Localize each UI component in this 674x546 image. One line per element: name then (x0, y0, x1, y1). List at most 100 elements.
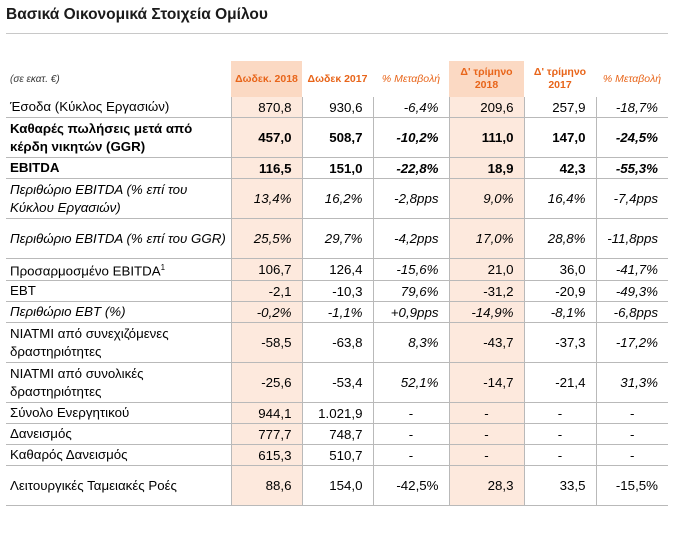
cell-value: - (372, 444, 449, 467)
cell-value: -11,8pps (595, 218, 668, 259)
cell-value: - (523, 444, 596, 467)
cell-value: 154,0 (301, 465, 373, 507)
cell-value: -24,5% (595, 117, 668, 158)
cell-value: 52,1% (372, 362, 449, 404)
cell-value: 31,3% (595, 362, 668, 404)
cell-value: 8,3% (372, 322, 449, 364)
cell-value: -14,9% (448, 301, 524, 324)
table-row: Προσαρμοσμένο EBITDA1 106,7 126,4 -15,6%… (6, 258, 668, 282)
cell-value: -31,2 (448, 280, 524, 303)
cell-value: -55,3% (595, 157, 668, 179)
cell-value: 930,6 (301, 97, 373, 118)
cell-value: -10,3 (301, 280, 373, 303)
table-row: ΝΙΑΤΜΙ από συνεχιζόμενες δραστηριότητες … (6, 322, 668, 364)
cell-value: -8,1% (523, 301, 596, 324)
cell-value: 147,0 (523, 117, 596, 158)
cell-value: 510,7 (301, 444, 373, 467)
cell-value: 777,7 (230, 423, 302, 446)
cell-value: 25,5% (230, 218, 302, 259)
row-label: Περιθώριο EBT (%) (6, 301, 231, 324)
cell-value: -10,2% (372, 117, 449, 158)
cell-value: 16,4% (523, 178, 596, 219)
cell-value: 615,3 (230, 444, 302, 467)
cell-value: 21,0 (448, 258, 524, 282)
row-label: ΝΙΑΤΜΙ από συνεχιζόμενες δραστηριότητες (6, 322, 231, 364)
cell-value: +0,9pps (372, 301, 449, 324)
cell-value: -49,3% (595, 280, 668, 303)
cell-value: -1,1% (301, 301, 373, 324)
row-label: Λειτουργικές Ταμειακές Ροές (6, 465, 231, 507)
table-row: Σύνολο Ενεργητικού 944,1 1.021,9 - - - - (6, 402, 668, 425)
row-label: Καθαρές πωλήσεις μετά από κέρδη νικητών … (6, 117, 231, 158)
financial-table: (σε εκατ. €) Δωδεκ. 2018 Δωδεκ 2017 % Με… (6, 61, 668, 507)
cell-value: -20,9 (523, 280, 596, 303)
cell-value: -43,7 (448, 322, 524, 364)
cell-value: -2,8pps (372, 178, 449, 219)
cell-value: 457,0 (230, 117, 302, 158)
cell-value: 257,9 (523, 97, 596, 118)
col-header-q4-2018: Δ' τρίμηνο 2018 (449, 61, 524, 97)
table-row: Περιθώριο EBITDA (% επί του Κύκλου Εργασ… (6, 178, 668, 219)
col-header-change-fy: % Μεταβολή (381, 72, 441, 85)
cell-value: -2,1 (230, 280, 302, 303)
cell-value: - (595, 444, 668, 467)
table-row: Περιθώριο EBITDA (% επί του GGR) 25,5% 2… (6, 218, 668, 259)
cell-value: 9,0% (448, 178, 524, 219)
cell-value: 16,2% (301, 178, 373, 219)
cell-value: 13,4% (230, 178, 302, 219)
table-row: Περιθώριο EBT (%) -0,2% -1,1% +0,9pps -1… (6, 301, 668, 324)
cell-value: -14,7 (448, 362, 524, 404)
footnote-marker: 1 (160, 263, 166, 272)
cell-value: -4,2pps (372, 218, 449, 259)
cell-value: 18,9 (448, 157, 524, 179)
cell-value: 151,0 (301, 157, 373, 179)
cell-value: 42,3 (523, 157, 596, 179)
cell-value: 116,5 (230, 157, 302, 179)
row-label: ΝΙΑΤΜΙ από συνολικές δραστηριότητες (6, 362, 231, 404)
cell-value: - (595, 402, 668, 425)
cell-value: -41,7% (595, 258, 668, 282)
cell-value: 209,6 (448, 97, 524, 118)
cell-value: -15,6% (372, 258, 449, 282)
cell-value: 36,0 (523, 258, 596, 282)
cell-value: -0,2% (230, 301, 302, 324)
cell-value: 88,6 (230, 465, 302, 507)
row-label-text: Προσαρμοσμένο EBITDA (10, 263, 161, 279)
table-row: ΝΙΑΤΜΙ από συνολικές δραστηριότητες -25,… (6, 362, 668, 404)
table-row: Δανεισμός 777,7 748,7 - - - - (6, 423, 668, 446)
row-label: Δανεισμός (6, 423, 231, 446)
cell-value: -15,5% (595, 465, 668, 507)
row-label: Περιθώριο EBITDA (% επί του GGR) (6, 218, 231, 259)
row-label: Σύνολο Ενεργητικού (6, 402, 231, 425)
cell-value: 748,7 (301, 423, 373, 446)
cell-value: -6,8pps (595, 301, 668, 324)
cell-value: - (523, 402, 596, 425)
cell-value: 870,8 (230, 97, 302, 118)
row-label: Καθαρός Δανεισμός (6, 444, 231, 467)
cell-value: 28,3 (448, 465, 524, 507)
cell-value: 508,7 (301, 117, 373, 158)
row-label: EBT (6, 280, 231, 303)
table-row: Καθαρός Δανεισμός 615,3 510,7 - - - - (6, 444, 668, 467)
cell-value: 29,7% (301, 218, 373, 259)
page-title: Βασικά Οικονομικά Στοιχεία Ομίλου (6, 6, 268, 23)
cell-value: 33,5 (523, 465, 596, 507)
cell-value: -37,3 (523, 322, 596, 364)
table-row: EBITDA 116,5 151,0 -22,8% 18,9 42,3 -55,… (6, 157, 668, 179)
title-divider (6, 33, 668, 34)
header-row: (σε εκατ. €) Δωδεκ. 2018 Δωδεκ 2017 % Με… (6, 61, 668, 97)
cell-value: - (372, 402, 449, 425)
cell-value: 944,1 (230, 402, 302, 425)
cell-value: 1.021,9 (301, 402, 373, 425)
col-header-change-q4: % Μεταβολή (602, 72, 662, 85)
cell-value: 111,0 (448, 117, 524, 158)
cell-value: -53,4 (301, 362, 373, 404)
col-header-fy2017: Δωδεκ 2017 (307, 72, 368, 85)
cell-value: -17,2% (595, 322, 668, 364)
cell-value: -42,5% (372, 465, 449, 507)
table-row: Λειτουργικές Ταμειακές Ροές 88,6 154,0 -… (6, 465, 668, 507)
cell-value: -25,6 (230, 362, 302, 404)
table-row: Έσοδα (Κύκλος Εργασιών) 870,8 930,6 -6,4… (6, 97, 668, 118)
cell-value: -7,4pps (595, 178, 668, 219)
